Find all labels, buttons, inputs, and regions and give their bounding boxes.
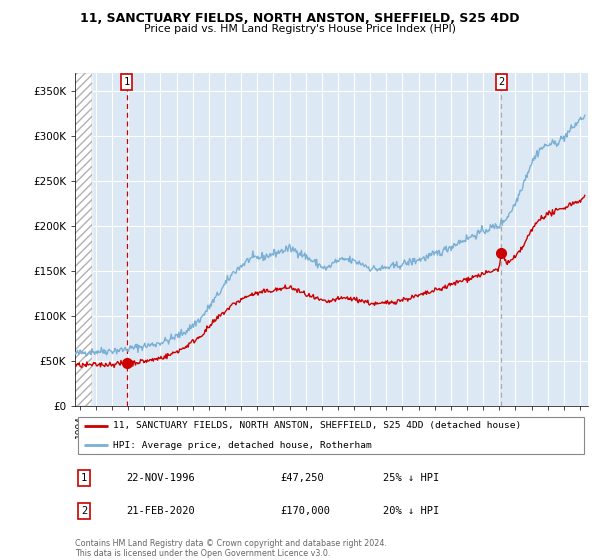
Text: 2: 2 bbox=[498, 77, 505, 87]
Text: Contains HM Land Registry data © Crown copyright and database right 2024.
This d: Contains HM Land Registry data © Crown c… bbox=[75, 539, 387, 558]
FancyBboxPatch shape bbox=[77, 417, 584, 454]
Text: 2: 2 bbox=[81, 506, 88, 516]
Text: 25% ↓ HPI: 25% ↓ HPI bbox=[383, 473, 439, 483]
Text: 11, SANCTUARY FIELDS, NORTH ANSTON, SHEFFIELD, S25 4DD (detached house): 11, SANCTUARY FIELDS, NORTH ANSTON, SHEF… bbox=[113, 421, 522, 430]
Text: £170,000: £170,000 bbox=[280, 506, 330, 516]
Text: 22-NOV-1996: 22-NOV-1996 bbox=[127, 473, 195, 483]
Text: 1: 1 bbox=[124, 77, 130, 87]
Bar bbox=[75, 73, 92, 406]
Text: 1: 1 bbox=[81, 473, 88, 483]
Text: 21-FEB-2020: 21-FEB-2020 bbox=[127, 506, 195, 516]
Text: HPI: Average price, detached house, Rotherham: HPI: Average price, detached house, Roth… bbox=[113, 441, 372, 450]
Text: 20% ↓ HPI: 20% ↓ HPI bbox=[383, 506, 439, 516]
Bar bbox=[75, 73, 92, 406]
Text: 11, SANCTUARY FIELDS, NORTH ANSTON, SHEFFIELD, S25 4DD: 11, SANCTUARY FIELDS, NORTH ANSTON, SHEF… bbox=[80, 12, 520, 25]
Text: Price paid vs. HM Land Registry's House Price Index (HPI): Price paid vs. HM Land Registry's House … bbox=[144, 24, 456, 34]
Text: £47,250: £47,250 bbox=[280, 473, 324, 483]
